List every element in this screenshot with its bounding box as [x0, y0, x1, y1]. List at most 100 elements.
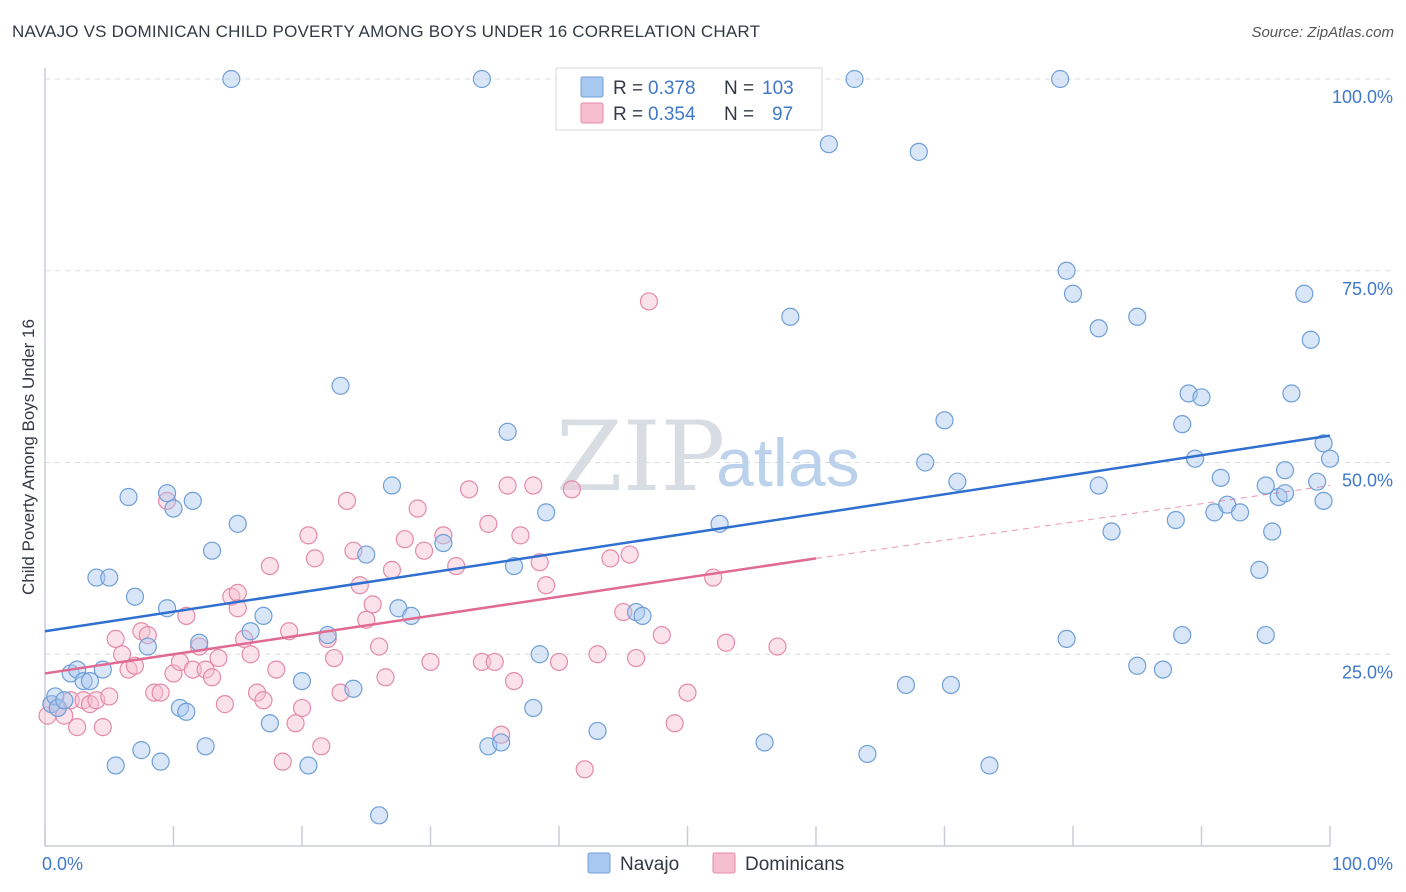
dominican-point-36 [260, 556, 279, 576]
dominican-point-69 [511, 526, 530, 545]
navajo-point-67 [1051, 69, 1070, 89]
x-tick-label-min: 0.0% [42, 854, 83, 874]
navajo-point-61 [909, 142, 928, 161]
dominican-point-46 [325, 648, 344, 668]
bottom-legend-swatch-dominicans [712, 852, 736, 874]
dominican-point-78 [614, 602, 633, 622]
navajo-point-96 [1301, 330, 1320, 349]
navajo-point-16 [151, 752, 170, 771]
navajo-point-66 [980, 756, 999, 775]
dominican-point-38 [273, 752, 292, 771]
navajo-point-15 [138, 637, 157, 656]
navajo-point-51 [588, 721, 607, 741]
navajo-point-38 [382, 476, 402, 495]
legend-swatch-navajo [580, 76, 604, 98]
navajo-point-14 [132, 741, 151, 760]
navajo-point-30 [260, 714, 279, 733]
dominican-point-56 [395, 530, 414, 549]
navajo-point-95 [1295, 284, 1314, 303]
dominican-point-70 [524, 476, 543, 495]
legend-r-value-navajo: 0.378 [648, 78, 696, 99]
dominican-point-9 [93, 718, 112, 737]
dominican-point-27 [209, 648, 228, 668]
navajo-point-40 [402, 606, 421, 626]
navajo-point-10 [100, 568, 119, 587]
navajo-point-90 [1263, 522, 1282, 541]
dominican-point-82 [652, 625, 671, 645]
dominican-point-33 [241, 645, 260, 664]
navajo-point-60 [896, 675, 916, 695]
dominican-point-18 [151, 683, 170, 702]
dominican-point-72 [537, 576, 556, 595]
dominican-point-55 [382, 560, 402, 579]
dominican-point-37 [267, 660, 286, 679]
dominican-point-35 [254, 691, 273, 710]
navajo-point-73 [1102, 522, 1121, 541]
dominican-point-61 [447, 556, 466, 576]
navajo-point-24 [196, 737, 215, 756]
navajo-point-13 [125, 587, 145, 606]
dominican-point-63 [472, 652, 491, 672]
navajo-point-19 [164, 499, 183, 518]
dominican-point-68 [504, 671, 524, 691]
navajo-point-56 [781, 307, 800, 326]
dominican-point-20 [164, 664, 183, 683]
watermark-zip: ZIP [556, 401, 725, 513]
dominican-point-62 [459, 480, 479, 499]
navajo-point-76 [1153, 660, 1173, 679]
navajo-point-7 [80, 671, 100, 691]
dominican-point-48 [337, 491, 357, 510]
y-tick-labels: 25.0% 50.0% 75.0% 100.0% [1332, 87, 1393, 682]
navajo-point-75 [1128, 656, 1147, 675]
dominican-point-41 [292, 698, 312, 718]
navajo-point-45 [498, 422, 517, 441]
dominican-point-76 [588, 645, 607, 664]
dominican-point-66 [492, 725, 511, 744]
navajo-point-87 [1250, 560, 1269, 579]
dominican-point-74 [562, 480, 581, 499]
dominican-point-57 [408, 499, 427, 518]
navajo-point-41 [434, 533, 453, 553]
navajo-point-58 [845, 69, 864, 89]
dominican-point-5 [68, 718, 87, 737]
navajo-point-26 [222, 69, 241, 89]
navajo-point-48 [530, 645, 549, 664]
dominican-point-58 [414, 541, 434, 560]
navajo-point-34 [331, 376, 350, 395]
navajo-point-32 [299, 756, 318, 775]
trendlines [44, 434, 1331, 675]
dominican-point-52 [363, 595, 382, 614]
dominican-trendline-extension [815, 485, 1331, 559]
navajo-point-28 [241, 622, 260, 641]
legend-r-label-dominicans: R = [613, 104, 643, 125]
navajo-point-36 [357, 545, 376, 564]
dominican-point-53 [370, 637, 389, 656]
navajo-point-100 [1320, 449, 1340, 468]
y-tick-label-3: 100.0% [1332, 87, 1393, 107]
dominican-point-30 [228, 583, 247, 602]
dominican-point-43 [305, 549, 324, 568]
dominican-points [38, 292, 787, 779]
bottom-legend-label-navajo: Navajo [620, 854, 679, 875]
gridlines [45, 78, 1392, 655]
navajo-point-86 [1230, 503, 1250, 522]
dominican-point-81 [639, 292, 659, 311]
bottom-legend-swatch-navajo [587, 852, 611, 874]
dominican-point-28 [215, 695, 234, 714]
navajo-point-55 [755, 733, 774, 752]
dominican-point-65 [485, 652, 504, 672]
navajo-point-29 [254, 606, 273, 626]
navajo-point-94 [1282, 384, 1301, 403]
navajo-point-99 [1314, 434, 1333, 453]
navajo-trendline [44, 434, 1331, 633]
navajo-point-70 [1063, 284, 1083, 303]
watermark: ZIP atlas [556, 401, 860, 513]
navajo-point-11 [106, 756, 125, 775]
dominican-trendline [44, 557, 817, 675]
navajo-point-47 [524, 698, 543, 718]
navajo-point-74 [1128, 307, 1147, 326]
navajo-point-84 [1211, 468, 1230, 487]
navajo-point-12 [119, 487, 138, 507]
legend-n-label-navajo: N = [724, 78, 754, 99]
